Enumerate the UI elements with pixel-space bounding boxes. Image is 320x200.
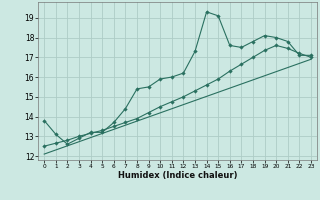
X-axis label: Humidex (Indice chaleur): Humidex (Indice chaleur) — [118, 171, 237, 180]
